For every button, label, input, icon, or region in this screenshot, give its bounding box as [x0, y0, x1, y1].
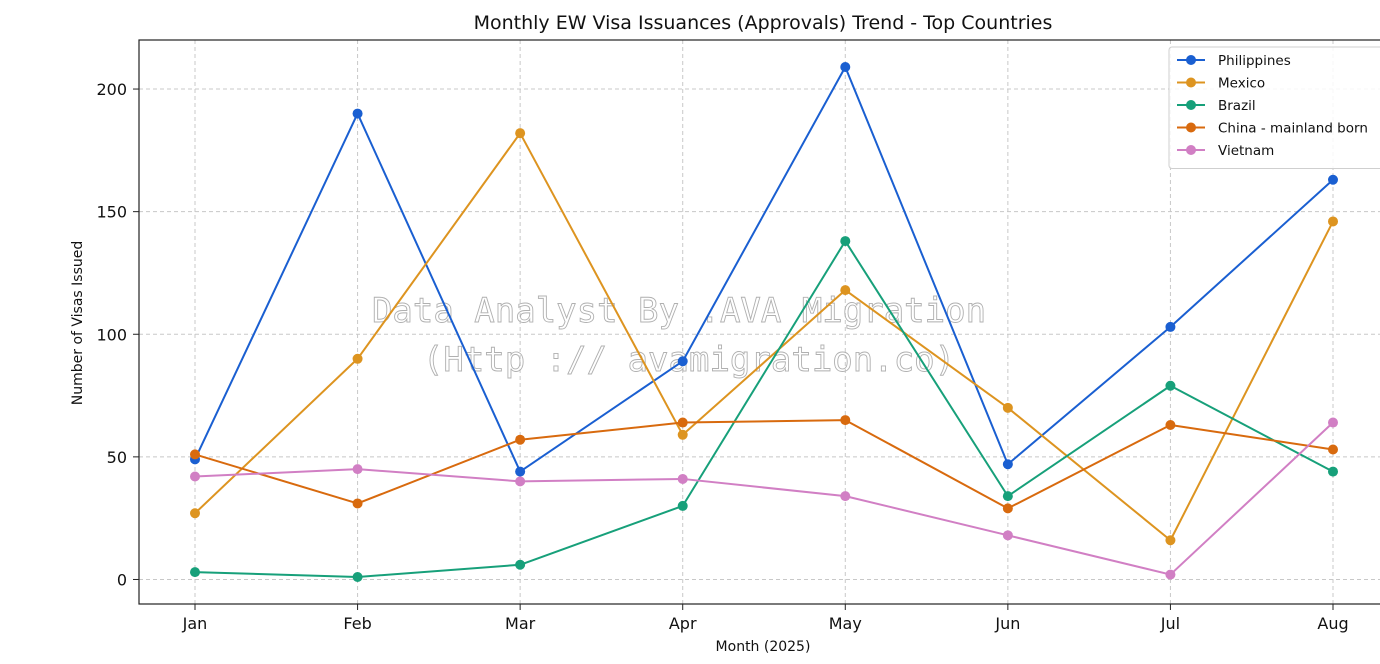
- legend-marker: [1186, 55, 1196, 65]
- data-point-philippines: [1165, 321, 1176, 332]
- watermark: Data Analyst By .AVA Migration (Http ://…: [372, 291, 987, 381]
- x-axis-label: Month (2025): [716, 639, 811, 655]
- data-point-brazil: [515, 559, 526, 570]
- legend-item: Philippines: [1177, 53, 1291, 69]
- series-line-mexico: [194, 132, 1334, 542]
- x-tick-label: Aug: [1317, 614, 1348, 633]
- legend-marker: [1186, 77, 1196, 88]
- series-philippines: [190, 61, 1338, 477]
- legend-item: Vietnam: [1177, 143, 1274, 159]
- data-point-mexico: [1002, 402, 1013, 413]
- data-point-philippines: [840, 61, 851, 72]
- legend-marker: [1186, 122, 1196, 133]
- data-point-mexico: [1328, 216, 1338, 227]
- series-line-brazil: [194, 240, 1334, 579]
- legend-label: Mexico: [1218, 76, 1265, 92]
- x-tick-label: Feb: [343, 614, 371, 633]
- axes: Jan Feb Mar Apr May Jun Jul Aug 0 50 100 150 200: [96, 80, 1348, 633]
- watermark-line-2: (Http :// avamigration.co): [423, 340, 955, 380]
- data-point-vietnam: [1002, 530, 1013, 541]
- y-tick-label: 100: [96, 325, 127, 344]
- data-point-china-mainland-born: [1002, 503, 1013, 514]
- data-point-philippines: [1002, 459, 1013, 470]
- data-point-brazil: [840, 236, 851, 247]
- data-point-vietnam: [677, 473, 688, 484]
- legend-item: Brazil: [1177, 98, 1256, 114]
- series-china-mainland-born: [190, 415, 1338, 514]
- y-tick-label: 50: [107, 448, 127, 467]
- x-tick-label: Jan: [182, 614, 208, 633]
- series-mexico: [190, 128, 1338, 546]
- x-tick-label: Mar: [505, 614, 536, 633]
- y-axis-label: Number of Visas Issued: [70, 241, 86, 406]
- data-point-vietnam: [352, 464, 363, 475]
- data-point-china-mainland-born: [1328, 444, 1338, 455]
- data-point-vietnam: [840, 491, 851, 502]
- data-point-china-mainland-born: [352, 498, 363, 509]
- legend-box: [1168, 46, 1380, 169]
- series-line-vietnam: [194, 421, 1334, 576]
- legend: Philippines Mexico Brazil China - mainland …: [1168, 46, 1380, 169]
- y-tick-label: 200: [96, 80, 127, 99]
- data-point-vietnam: [1165, 569, 1176, 580]
- series-line-philippines: [194, 65, 1334, 473]
- series-line-china-mainland-born: [194, 419, 1334, 510]
- data-point-mexico: [515, 128, 526, 139]
- x-tick-label: May: [829, 614, 862, 633]
- chart-title: Monthly EW Visa Issuances (Approvals) Tr…: [474, 12, 1053, 34]
- data-point-philippines: [1328, 174, 1338, 185]
- series-layer: [190, 61, 1338, 583]
- watermark-line-1: Data Analyst By .AVA Migration: [372, 291, 986, 331]
- data-point-china-mainland-born: [677, 417, 688, 428]
- legend-item: Mexico: [1177, 76, 1265, 92]
- data-point-brazil: [190, 567, 200, 578]
- legend-label: Vietnam: [1218, 143, 1274, 159]
- data-point-brazil: [352, 572, 363, 583]
- legend-label: China - mainland born: [1218, 121, 1368, 137]
- y-tick-label: 150: [96, 203, 127, 222]
- series-brazil: [190, 236, 1338, 583]
- data-point-china-mainland-born: [840, 415, 851, 426]
- data-point-vietnam: [1328, 417, 1338, 428]
- data-point-mexico: [677, 429, 688, 440]
- data-point-brazil: [1165, 380, 1176, 391]
- data-point-brazil: [1002, 491, 1013, 502]
- data-point-china-mainland-born: [515, 434, 526, 445]
- data-point-brazil: [677, 500, 688, 511]
- data-point-mexico: [190, 508, 200, 519]
- legend-label: Philippines: [1218, 53, 1291, 69]
- legend-marker: [1186, 145, 1196, 155]
- data-point-mexico: [1165, 535, 1176, 546]
- data-point-mexico: [352, 353, 363, 364]
- data-point-philippines: [677, 356, 688, 367]
- legend-label: Brazil: [1218, 98, 1256, 114]
- data-point-philippines: [352, 108, 363, 119]
- data-point-vietnam: [190, 471, 200, 482]
- y-tick-label: 0: [117, 570, 127, 589]
- legend-marker: [1186, 100, 1196, 110]
- x-tick-label: Apr: [669, 614, 697, 633]
- series-vietnam: [190, 417, 1338, 580]
- x-tick-label: Jun: [994, 614, 1020, 633]
- legend-item: China - mainland born: [1177, 121, 1368, 137]
- x-tick-label: Jul: [1160, 614, 1180, 633]
- plot-area-frame: [138, 39, 1380, 605]
- data-point-mexico: [840, 285, 851, 296]
- data-point-vietnam: [515, 476, 526, 487]
- data-point-brazil: [1328, 466, 1338, 477]
- data-point-philippines: [515, 466, 526, 477]
- data-point-china-mainland-born: [190, 449, 200, 460]
- data-point-china-mainland-born: [1165, 419, 1176, 430]
